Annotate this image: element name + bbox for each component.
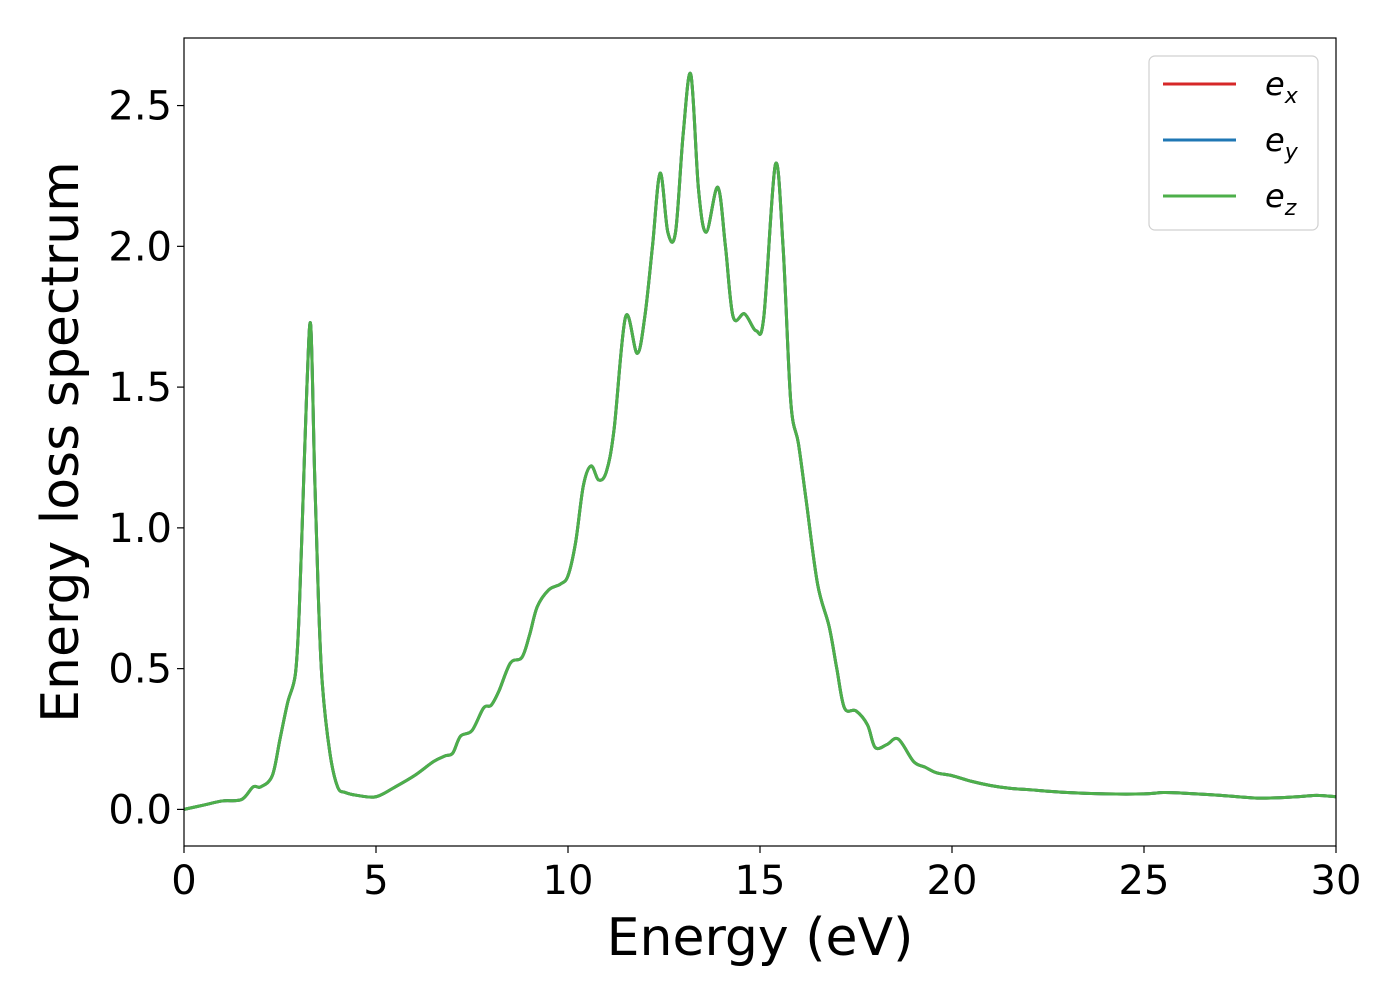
y-tick-label: 0.0 <box>108 787 172 833</box>
y-tick-label: 2.0 <box>108 224 172 270</box>
y-tick-label: 2.5 <box>108 84 172 130</box>
x-tick-label: 20 <box>927 858 978 904</box>
legend-box <box>1148 55 1319 231</box>
y-tick-label: 0.5 <box>108 647 172 693</box>
y-tick-label: 1.5 <box>108 365 172 411</box>
x-tick-label: 30 <box>1311 858 1362 904</box>
x-axis-label: Energy (eV) <box>607 908 914 968</box>
axis-ticks: 0 5 10 15 20 25 30 0.0 0.5 1.0 1.5 2.0 2.5 <box>108 84 1361 904</box>
plot-area <box>183 71 1337 811</box>
series-line-e-z <box>183 71 1337 811</box>
x-tick-label: 0 <box>171 858 196 904</box>
y-axis-label: Energy loss spectrum <box>31 161 91 723</box>
x-tick-label: 25 <box>1119 858 1170 904</box>
y-tick-label: 1.0 <box>108 506 172 552</box>
x-tick-label: 5 <box>363 858 388 904</box>
x-tick-label: 15 <box>735 858 786 904</box>
axes-frame <box>183 37 1337 847</box>
x-tick-label: 10 <box>543 858 594 904</box>
